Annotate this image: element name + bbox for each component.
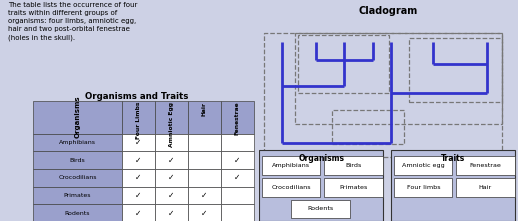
Text: Organisms and Traits: Organisms and Traits [85, 92, 189, 101]
FancyBboxPatch shape [155, 134, 188, 151]
FancyBboxPatch shape [259, 150, 383, 221]
Text: Amniotic egg: Amniotic egg [402, 163, 445, 168]
Text: ✓: ✓ [135, 173, 141, 182]
Text: ✓: ✓ [168, 156, 175, 165]
FancyBboxPatch shape [188, 101, 221, 134]
Text: Rodents: Rodents [307, 206, 334, 211]
Text: ✓: ✓ [168, 173, 175, 182]
Text: Hair: Hair [202, 102, 207, 116]
Text: ✓: ✓ [234, 173, 240, 182]
FancyBboxPatch shape [324, 156, 382, 175]
FancyBboxPatch shape [291, 200, 350, 218]
FancyBboxPatch shape [221, 151, 254, 169]
FancyBboxPatch shape [221, 187, 254, 204]
Text: Organisms: Organisms [75, 96, 80, 138]
FancyBboxPatch shape [33, 169, 122, 187]
FancyBboxPatch shape [221, 204, 254, 221]
FancyBboxPatch shape [221, 134, 254, 151]
FancyBboxPatch shape [188, 187, 221, 204]
FancyBboxPatch shape [33, 134, 122, 151]
Text: ✓: ✓ [201, 209, 208, 218]
Text: Four Limbs: Four Limbs [136, 102, 141, 139]
FancyBboxPatch shape [122, 134, 155, 151]
Bar [295, 33, 502, 124]
FancyBboxPatch shape [394, 156, 453, 175]
FancyBboxPatch shape [33, 151, 122, 169]
FancyBboxPatch shape [155, 204, 188, 221]
Text: ✓: ✓ [135, 156, 141, 165]
FancyBboxPatch shape [394, 178, 453, 197]
Text: Hair: Hair [479, 185, 492, 190]
Text: ✓: ✓ [234, 156, 240, 165]
FancyBboxPatch shape [33, 101, 122, 134]
Text: ✓: ✓ [135, 138, 141, 147]
FancyBboxPatch shape [122, 151, 155, 169]
FancyBboxPatch shape [155, 169, 188, 187]
Text: Primates: Primates [339, 185, 368, 190]
Text: Crocodilians: Crocodilians [271, 185, 311, 190]
FancyBboxPatch shape [456, 156, 515, 175]
FancyBboxPatch shape [122, 101, 155, 134]
FancyBboxPatch shape [155, 101, 188, 134]
Text: Rodents: Rodents [65, 211, 90, 216]
Text: Amniotic Egg: Amniotic Egg [169, 102, 174, 147]
Bar [332, 110, 404, 144]
Text: ✓: ✓ [168, 209, 175, 218]
Bar [264, 33, 502, 157]
FancyBboxPatch shape [221, 169, 254, 187]
Text: Organisms: Organisms [298, 154, 344, 163]
Text: Birds: Birds [69, 158, 85, 163]
Text: Amphibians: Amphibians [59, 140, 96, 145]
Bar [298, 35, 388, 93]
FancyBboxPatch shape [122, 169, 155, 187]
FancyBboxPatch shape [155, 187, 188, 204]
Text: ✓: ✓ [135, 209, 141, 218]
Text: Traits: Traits [441, 154, 465, 163]
FancyBboxPatch shape [122, 204, 155, 221]
FancyBboxPatch shape [188, 204, 221, 221]
Text: ✓: ✓ [201, 191, 208, 200]
Text: Fenestrae: Fenestrae [469, 163, 501, 168]
FancyBboxPatch shape [456, 178, 515, 197]
FancyBboxPatch shape [262, 156, 320, 175]
Text: Fenestrae: Fenestrae [235, 102, 240, 135]
Text: The table lists the occurrence of four
traits within different groups of
organis: The table lists the occurrence of four t… [8, 2, 137, 41]
FancyBboxPatch shape [33, 187, 122, 204]
Text: Cladogram: Cladogram [359, 6, 418, 15]
Text: Primates: Primates [64, 193, 91, 198]
FancyBboxPatch shape [188, 151, 221, 169]
FancyBboxPatch shape [221, 101, 254, 134]
Text: Amphibians: Amphibians [272, 163, 310, 168]
FancyBboxPatch shape [122, 187, 155, 204]
FancyBboxPatch shape [155, 151, 188, 169]
FancyBboxPatch shape [188, 169, 221, 187]
Text: Four limbs: Four limbs [407, 185, 440, 190]
FancyBboxPatch shape [391, 150, 515, 221]
Text: ✓: ✓ [168, 191, 175, 200]
FancyBboxPatch shape [324, 178, 382, 197]
Text: Crocodilians: Crocodilians [58, 175, 97, 180]
FancyBboxPatch shape [33, 204, 122, 221]
Bar [409, 38, 502, 102]
Text: ✓: ✓ [135, 191, 141, 200]
FancyBboxPatch shape [262, 178, 320, 197]
Text: Birds: Birds [345, 163, 362, 168]
FancyBboxPatch shape [188, 134, 221, 151]
